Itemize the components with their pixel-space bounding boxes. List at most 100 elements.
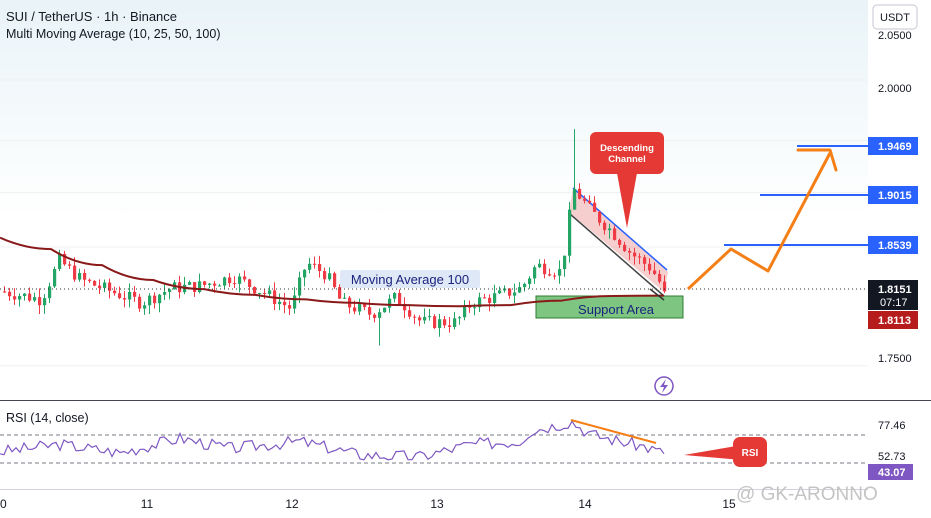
- candle-body: [443, 319, 447, 326]
- candle-body: [118, 293, 122, 299]
- candle-body: [13, 296, 17, 300]
- callout-line-2: Channel: [608, 154, 645, 165]
- candle-body: [343, 297, 347, 299]
- candle-body: [258, 293, 262, 295]
- candle-body: [43, 298, 47, 306]
- candle-body: [198, 281, 202, 292]
- ma-price-value: 1.8113: [878, 315, 911, 327]
- time-label-11: 11: [141, 497, 154, 511]
- candle-body: [98, 285, 102, 289]
- candle-body: [243, 276, 247, 280]
- candle-body: [298, 277, 302, 296]
- target-tag-1: [868, 236, 918, 254]
- candle-body: [223, 277, 227, 286]
- lightning-icon[interactable]: [654, 376, 674, 396]
- callout-line-1: Descending: [600, 143, 654, 154]
- candle-body: [208, 283, 212, 285]
- candle-body: [263, 293, 267, 295]
- candle-body: [543, 263, 547, 275]
- candle-body: [513, 292, 517, 296]
- candle-body: [113, 290, 117, 294]
- candle-body: [433, 316, 437, 328]
- candle-body: [613, 228, 617, 240]
- currency-button[interactable]: USDT: [872, 4, 918, 30]
- candle-body: [108, 282, 112, 291]
- indicator-title[interactable]: Multi Moving Average (10, 25, 50, 100): [6, 27, 220, 41]
- candle-body: [353, 307, 357, 312]
- candle-body: [293, 295, 297, 309]
- rsi-level-mid: 52.73: [878, 451, 906, 463]
- candle-body: [63, 253, 67, 265]
- candle-body: [648, 263, 652, 271]
- rsi-callout: RSI: [684, 437, 767, 467]
- candle-body: [603, 222, 607, 231]
- candle-body: [28, 293, 32, 301]
- price-tick-2050: 2.0500: [878, 30, 912, 42]
- candle-body: [523, 283, 527, 288]
- candle-body: [623, 244, 627, 252]
- candle-body: [143, 305, 147, 309]
- candle-body: [508, 288, 512, 296]
- candle-body: [588, 200, 592, 203]
- candle-body: [633, 252, 637, 257]
- candle-body: [238, 276, 242, 284]
- rsi-pane: [0, 419, 868, 464]
- candle-body: [383, 307, 387, 313]
- support-area-label: Support Area: [578, 302, 655, 317]
- candle-body: [203, 281, 207, 285]
- candle-body: [3, 291, 7, 293]
- symbol-title[interactable]: SUI / TetherUS · 1h · Binance: [6, 9, 177, 24]
- candle-body: [268, 290, 272, 294]
- candle-body: [553, 275, 557, 277]
- candle-body: [313, 263, 317, 265]
- candle-body: [48, 286, 52, 299]
- channel-exit-arrow: [649, 288, 665, 301]
- candle-body: [278, 301, 282, 305]
- channel-lower-line: [569, 213, 665, 297]
- price-tick-1750: 1.7500: [878, 353, 912, 365]
- candle-body: [103, 282, 107, 289]
- candle-body: [488, 297, 492, 303]
- candle-body: [323, 271, 327, 280]
- rsi-divergence-line: [570, 419, 657, 444]
- candle-body: [218, 285, 222, 287]
- candle-body: [93, 280, 97, 286]
- candle-body: [33, 297, 37, 301]
- candle-body: [123, 298, 127, 300]
- candle-body: [233, 283, 237, 285]
- rsi-line: [0, 420, 665, 461]
- target-tag-2: [868, 186, 918, 204]
- candle-body: [558, 269, 562, 276]
- candle-body: [213, 283, 217, 286]
- candle-body: [583, 198, 587, 201]
- candle-body: [628, 251, 632, 253]
- candle-body: [58, 253, 62, 270]
- candle-body: [608, 228, 612, 231]
- candle-body: [413, 316, 417, 318]
- candle-body: [228, 277, 232, 284]
- candle-body: [663, 281, 667, 292]
- candle-body: [418, 317, 422, 321]
- candle-body: [408, 310, 412, 317]
- candle-body: [568, 209, 572, 256]
- target-tag-2-text: 1.9015: [878, 190, 912, 202]
- target-tag-1-text: 1.8539: [878, 240, 912, 252]
- rsi-title[interactable]: RSI (14, close): [6, 411, 89, 425]
- candle-body: [138, 296, 142, 309]
- candle-body: [148, 295, 152, 306]
- candle-body: [53, 269, 57, 287]
- candle-body: [158, 294, 162, 304]
- time-label-12: 12: [285, 497, 299, 511]
- candle-body: [308, 263, 312, 270]
- candle-body: [578, 188, 582, 199]
- watermark: @ GK-ARONNO: [736, 484, 878, 505]
- candle-body: [303, 269, 307, 278]
- candle-body: [493, 293, 497, 303]
- candle-body: [318, 263, 322, 272]
- candle-body: [163, 292, 167, 295]
- candle-body: [38, 297, 42, 306]
- candle-body: [18, 296, 22, 300]
- rsi-pane-bg: [0, 401, 868, 489]
